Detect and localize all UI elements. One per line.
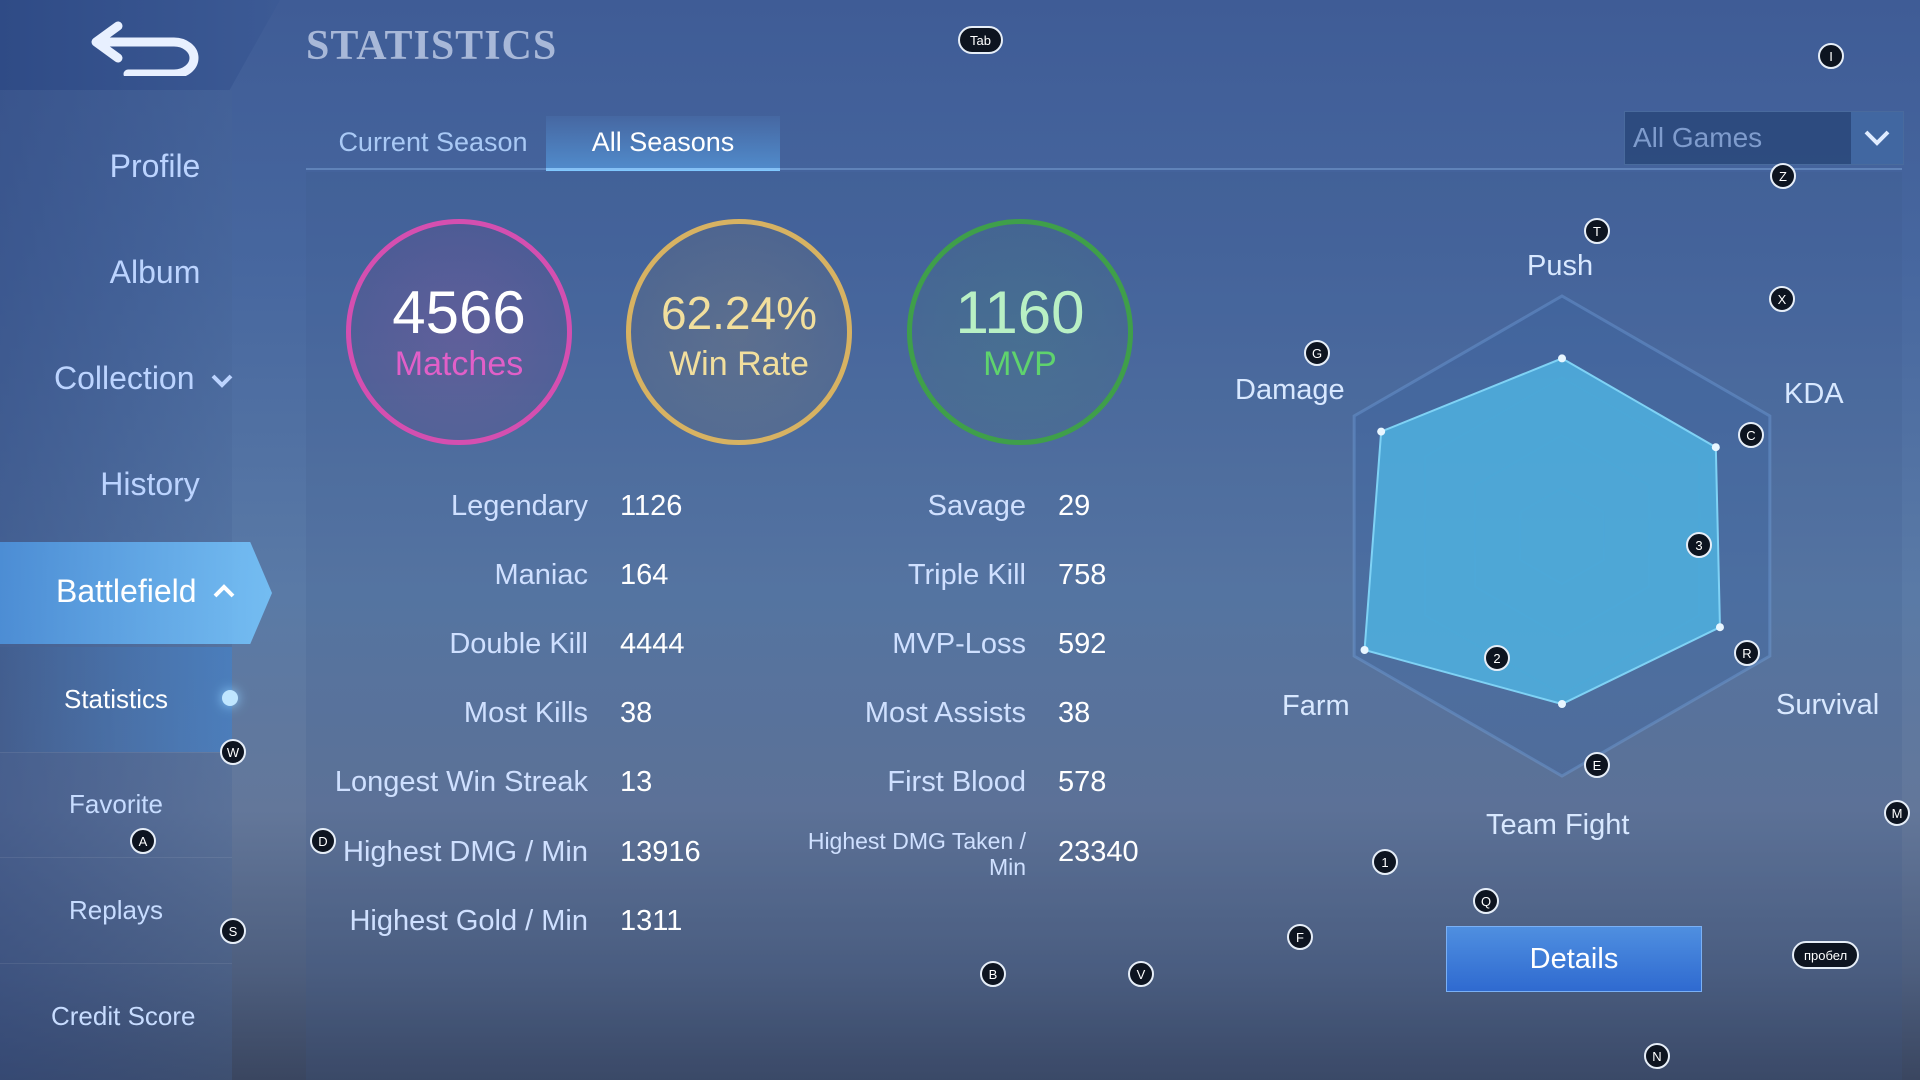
tab-divider: [306, 168, 1902, 170]
key-hint-q: Q: [1473, 888, 1499, 914]
stat-value-highest-dmg-min: 13916: [620, 836, 701, 868]
sidebar-item-label: Battlefield: [56, 572, 197, 609]
back-arrow-icon: [91, 21, 199, 76]
mvp-circle: 1160 MVP: [907, 219, 1133, 445]
game-mode-dropdown[interactable]: All Games: [1624, 111, 1904, 165]
radar-label-push: Push: [1527, 250, 1594, 282]
radar-label-damage: Damage: [1235, 374, 1345, 406]
stat-label-longest-win-streak: Longest Win Streak: [334, 766, 588, 798]
stat-label-maniac: Maniac: [494, 559, 589, 591]
stat-value-mvp-loss: 592: [1058, 628, 1107, 660]
key-hint-w: W: [220, 739, 246, 765]
tab-all-seasons[interactable]: All Seasons: [546, 116, 780, 171]
performance-radar-chart: [1352, 294, 1772, 778]
radar-label-team-fight: Team Fight: [1486, 809, 1630, 841]
stat-label-mvp-loss: MVP-Loss: [892, 628, 1026, 660]
key-hint-b: B: [980, 961, 1006, 987]
stat-label-highest-dmg-taken-min: Highest DMG Taken / Min: [807, 828, 1026, 880]
key-hint-1: 1: [1372, 849, 1398, 875]
stat-label-most-assists: Most Assists: [864, 697, 1026, 729]
stat-value-most-kills: 38: [620, 697, 653, 729]
sidebar-active-highlight: [0, 542, 272, 644]
key-hint-v: V: [1128, 961, 1154, 987]
key-hint-f: F: [1287, 924, 1313, 950]
stat-value-most-assists: 38: [1058, 697, 1091, 729]
radar-label-farm: Farm: [1282, 690, 1350, 722]
stat-label-legendary: Legendary: [450, 490, 588, 522]
radar-point-survival: [1715, 623, 1724, 632]
stat-label-triple-kill: Triple Kill: [907, 559, 1026, 591]
sub-active-highlight: [0, 647, 232, 752]
key-hint-e: E: [1584, 752, 1610, 778]
radar-point-push: [1558, 354, 1566, 363]
stat-label-double-kill: Double Kill: [449, 628, 588, 660]
sidebar-subitem-favorite[interactable]: Favorite: [0, 752, 232, 858]
radar-point-kda: [1711, 443, 1720, 452]
sidebar-item-collection[interactable]: Collection: [54, 343, 235, 413]
back-button[interactable]: [0, 0, 280, 90]
stat-label-savage: Savage: [927, 490, 1026, 522]
radar-label-survival: Survival: [1776, 689, 1880, 721]
key-hint-2: 2: [1484, 645, 1510, 671]
key-hint-t: T: [1584, 218, 1610, 244]
stat-label-highest-dmg-min: Highest DMG / Min: [343, 836, 588, 868]
stat-value-highest-gold-min: 1311: [620, 905, 683, 937]
key-hint-g: G: [1304, 340, 1330, 366]
win-rate-circle: 62.24% Win Rate: [626, 219, 852, 445]
details-button[interactable]: Details: [1446, 926, 1702, 992]
key-hint-r: R: [1734, 640, 1760, 666]
key-hint-x: X: [1769, 286, 1795, 312]
mvp-value: 1160: [955, 278, 1085, 346]
tab-current-season[interactable]: Current Season: [338, 126, 528, 157]
sidebar-item-history[interactable]: History: [100, 465, 200, 502]
sidebar-item-profile[interactable]: Profile: [109, 147, 201, 184]
key-hint-3: 3: [1686, 532, 1712, 558]
stat-value-savage: 29: [1058, 490, 1091, 522]
sidebar-item-battlefield[interactable]: Battlefield: [56, 556, 237, 626]
matches-label: Matches: [394, 344, 524, 383]
dropdown-value: All Games: [1633, 122, 1763, 153]
radar-point-damage: [1377, 427, 1386, 436]
stat-value-first-blood: 578: [1058, 766, 1107, 798]
sidebar-item-label: Collection: [54, 359, 195, 396]
sidebar-subitem-credit-score[interactable]: Credit Score: [51, 1001, 196, 1031]
key-hint-c: C: [1738, 422, 1764, 448]
key-hint-a: A: [130, 828, 156, 854]
active-dot-icon: [222, 690, 238, 706]
sidebar-item-album[interactable]: Album: [109, 253, 201, 290]
chevron-up-icon: [213, 584, 234, 598]
stat-value-maniac: 164: [620, 559, 669, 591]
matches-value: 4566: [392, 278, 526, 346]
key-hint-tab: Tab: [958, 26, 1003, 54]
stat-label-most-kills: Most Kills: [463, 697, 588, 729]
win-rate-value: 62.24%: [660, 286, 817, 339]
sidebar-subitem-replays[interactable]: Replays: [0, 858, 232, 964]
radar-point-team-fight: [1558, 700, 1566, 708]
key-hint-space: пробел: [1792, 941, 1860, 969]
key-hint-s: S: [220, 918, 246, 944]
chevron-down-icon: [211, 374, 232, 388]
key-hint-m: M: [1884, 800, 1910, 826]
stat-value-legendary: 1126: [620, 490, 683, 522]
key-hint-n: N: [1644, 1043, 1670, 1069]
key-hint-d: D: [310, 828, 336, 854]
stat-value-highest-dmg-taken-min: 23340: [1058, 836, 1139, 868]
sidebar-subitem-statistics[interactable]: Statistics: [0, 647, 232, 753]
stat-label-first-blood: First Blood: [887, 766, 1026, 798]
stat-value-double-kill: 4444: [620, 628, 685, 660]
stat-value-triple-kill: 758: [1058, 559, 1107, 591]
matches-circle: 4566 Matches: [346, 219, 572, 445]
radar-label-kda: KDA: [1784, 378, 1844, 410]
stat-value-longest-win-streak: 13: [620, 766, 653, 798]
key-hint-i: I: [1818, 43, 1844, 69]
win-rate-label: Win Rate: [669, 344, 809, 383]
page-title: STATISTICS: [306, 23, 558, 69]
key-hint-z: Z: [1770, 163, 1796, 189]
mvp-label: MVP: [983, 344, 1057, 383]
chevron-down-icon[interactable]: [1851, 112, 1903, 164]
stat-label-highest-gold-min: Highest Gold / Min: [349, 905, 588, 937]
radar-point-farm: [1360, 646, 1369, 654]
